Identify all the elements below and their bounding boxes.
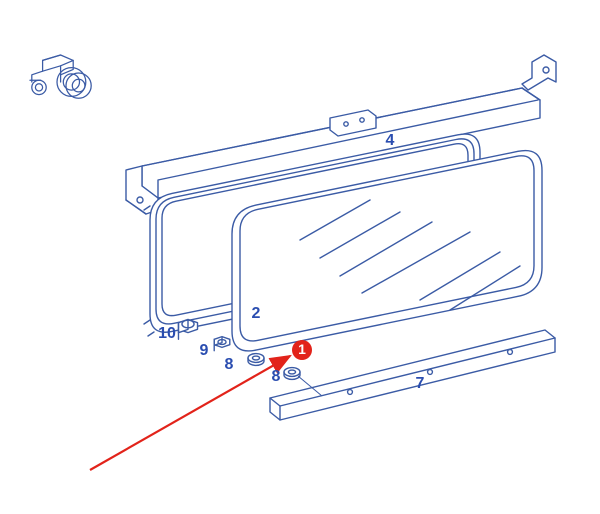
label-p4: 4 <box>386 132 395 149</box>
pointer-arrow <box>90 356 290 470</box>
callout-1-text: 1 <box>298 341 306 357</box>
tractor-icon <box>30 55 91 98</box>
label-p8b: 8 <box>272 368 281 385</box>
part-7-lower-rail <box>270 330 555 420</box>
label-p10: 10 <box>158 325 176 342</box>
label-p7: 7 <box>416 375 425 392</box>
label-p9: 9 <box>200 342 209 359</box>
label-p8a: 8 <box>225 356 234 373</box>
label-p2: 2 <box>252 305 261 322</box>
